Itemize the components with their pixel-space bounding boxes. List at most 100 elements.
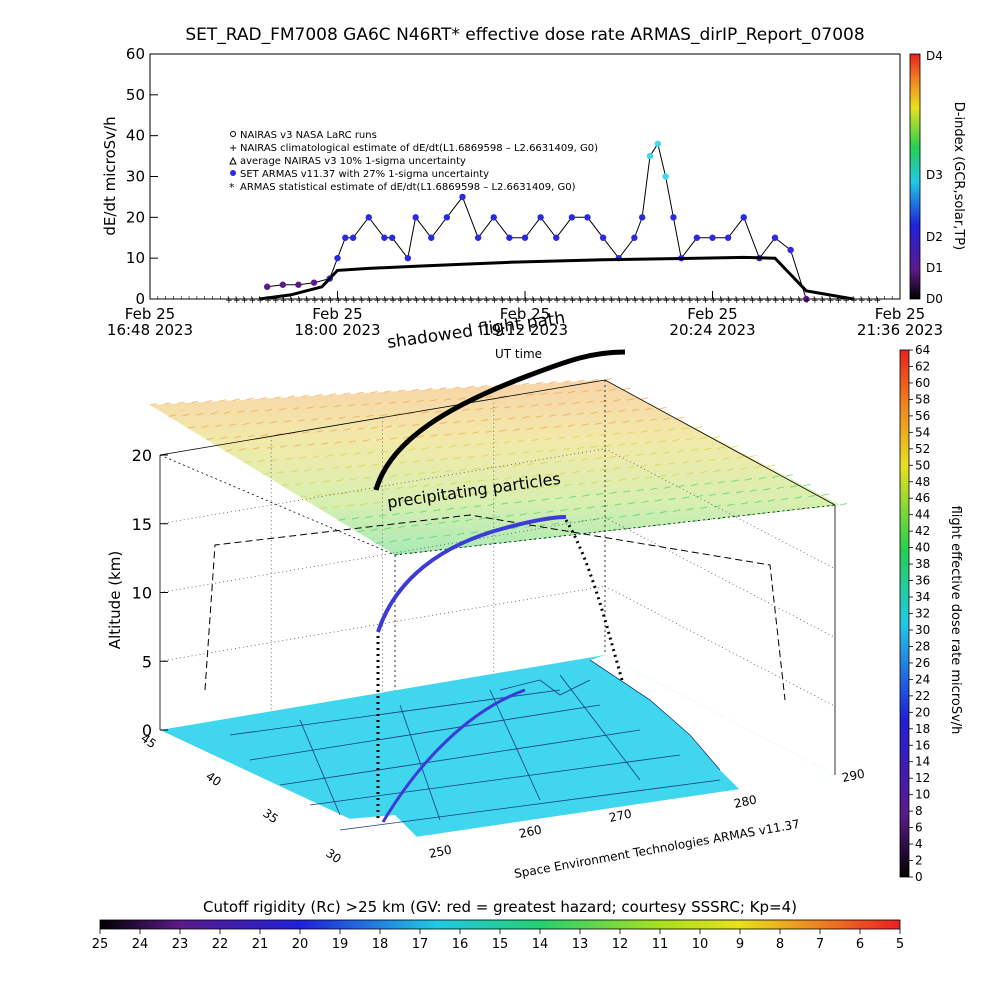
particle-mark [558,436,566,440]
particle-mark [329,393,337,396]
baseline-marker: + [780,296,788,306]
particle-mark [640,464,648,468]
baseline-marker: + [467,296,475,306]
particle-mark [273,396,282,399]
particle-mark [418,472,426,475]
particle-mark [438,521,446,525]
dose-rate-tick-label: 42 [915,524,930,538]
particle-mark [503,405,511,409]
particle-mark [553,425,562,428]
baseline-marker: + [803,296,811,306]
particle-mark [704,482,712,485]
particle-mark [518,475,526,479]
particle-mark [577,379,585,383]
particle-mark [794,496,803,499]
particle-mark [408,448,416,451]
particle-mark [659,406,667,410]
particle-mark [673,509,681,512]
longitude-tick-label: 270 [608,806,633,824]
particle-mark [524,525,532,528]
particle-mark [370,390,378,394]
particle-mark [384,390,392,393]
particle-mark [375,438,384,441]
particle-mark [371,426,379,429]
armas-data-point [568,214,576,221]
particle-mark [722,492,730,495]
particle-mark [541,498,549,501]
particle-mark [421,411,429,414]
z-tick-label: 5 [142,652,152,671]
baseline-marker: + [460,296,468,306]
baseline-marker: + [256,296,264,306]
particle-mark [481,454,489,458]
baseline-marker: + [631,296,639,306]
baseline-marker: + [374,296,382,306]
particle-mark [604,479,612,483]
particle-mark [568,495,576,499]
latitude-tick-label: 35 [260,806,281,826]
baseline-marker: + [381,296,389,306]
particle-mark [457,532,465,536]
particle-mark [749,489,757,492]
particle-mark [342,392,351,395]
particle-mark [395,486,404,490]
baseline-marker: + [772,296,780,306]
particle-mark [604,410,612,414]
particle-mark [307,443,315,446]
particle-mark [292,407,300,410]
cutoff-tick-label: 19 [332,937,349,952]
dose-rate-tick-label: 64 [915,343,930,357]
particle-mark [163,402,171,405]
particle-mark [486,466,494,469]
armas-data-point [412,214,419,221]
particle-mark [210,412,218,415]
particle-mark [645,476,653,479]
particle-mark [731,445,739,448]
particle-mark [699,470,707,474]
particle-mark [502,540,510,544]
particle-mark [262,472,271,475]
particle-mark [654,463,662,466]
particle-mark [375,402,383,405]
particle-mark [256,421,264,425]
particle-mark [389,540,397,543]
cutoff-tick-label: 12 [612,937,629,952]
legend-entry-5: ARMAS statistical estimate of dE/dt(L1.6… [240,182,576,193]
armas-data-point [506,234,513,241]
baseline-marker: + [335,296,343,306]
x-tick-label-line2: 18:00 2023 [294,321,380,339]
armas-data-point [295,281,302,288]
cutoff-tick-label: 7 [816,937,824,952]
baseline-marker: + [670,296,678,306]
particle-mark [458,468,467,472]
particle-mark [627,501,636,505]
particle-mark [646,512,654,515]
particle-mark [392,513,400,516]
y-tick-label: 20 [126,208,145,226]
particle-mark [554,391,562,395]
particle-mark [177,401,185,404]
particle-mark [641,397,649,400]
baseline-marker: + [686,296,694,306]
particle-mark [617,443,626,446]
particle-mark [431,470,439,474]
legend-entry-4: SET ARMAS v11.37 with 27% 1-sigma uncert… [240,169,489,180]
particle-mark [781,497,789,501]
particle-mark [581,458,589,461]
baseline-marker: + [545,296,553,306]
baseline-marker: + [749,296,757,306]
particle-mark [664,522,672,526]
latitude-tick-label: 40 [203,769,224,789]
particle-mark [645,407,653,411]
particle-mark [499,465,508,468]
cutoff-tick-label: 21 [252,937,269,952]
baseline-marker: + [280,296,288,306]
dose-rate-tick-label: 54 [915,425,930,439]
particle-mark [535,381,544,385]
particle-mark [531,474,540,477]
particle-mark [476,442,484,446]
side-wall-gridline [604,517,836,638]
back-wall-gridline [159,585,606,662]
dose-rate-tick-label: 58 [915,392,930,406]
particle-mark [191,400,199,404]
